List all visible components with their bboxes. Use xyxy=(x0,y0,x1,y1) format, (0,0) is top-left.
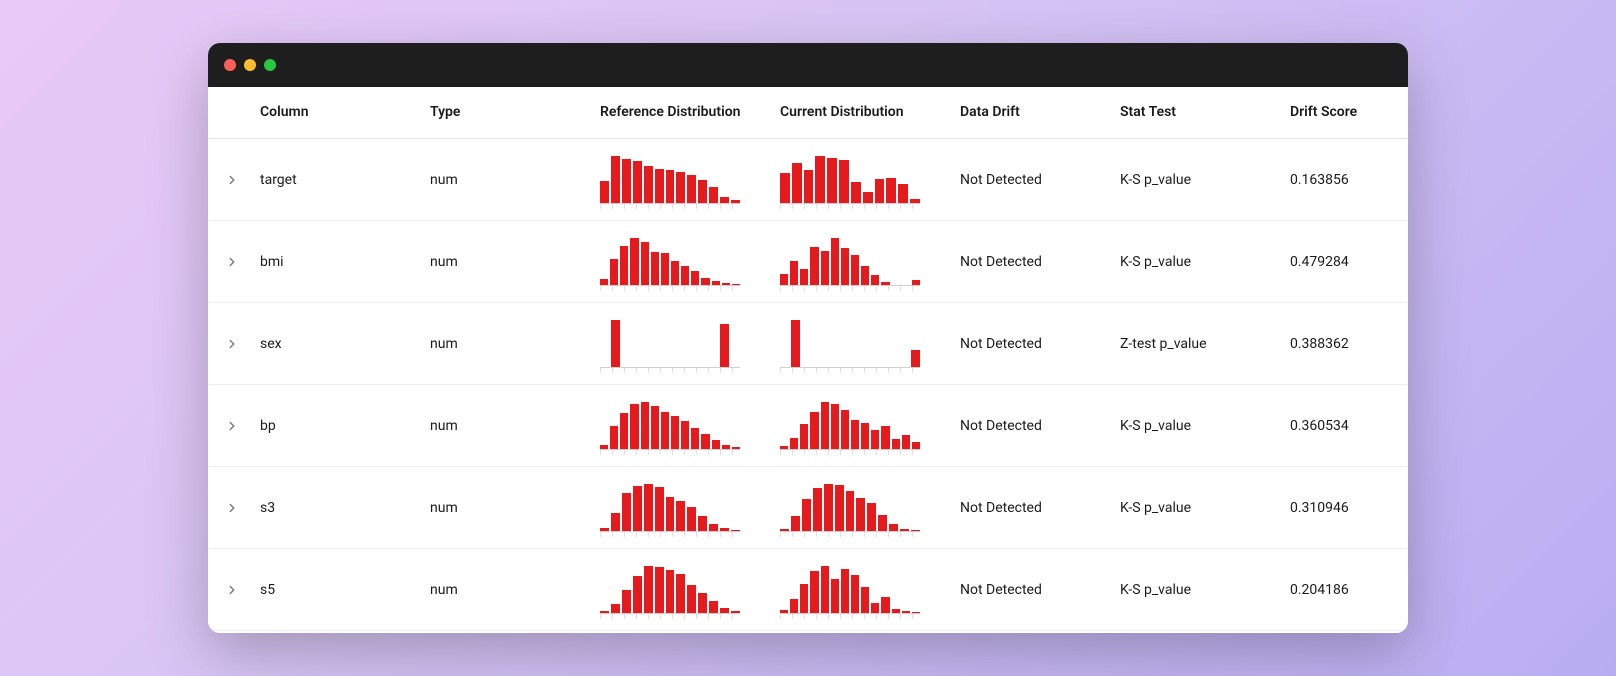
table-row: sexnum Not DetectedZ-test p_value0.388362 xyxy=(208,303,1408,385)
stat-test-name: K-S p_value xyxy=(1112,414,1282,438)
expand-row-button[interactable] xyxy=(212,415,252,437)
column-type: num xyxy=(422,496,592,520)
header-expand xyxy=(212,107,252,119)
drift-score-value: 0.479284 xyxy=(1282,250,1408,274)
current-distribution-cell xyxy=(772,316,952,372)
drift-score-value: 0.204186 xyxy=(1282,578,1408,602)
data-drift-status: Not Detected xyxy=(952,414,1112,438)
data-drift-status: Not Detected xyxy=(952,250,1112,274)
histogram-current xyxy=(780,320,920,368)
chevron-right-icon xyxy=(225,419,239,433)
header-data-drift: Data Drift xyxy=(952,98,1112,128)
column-name: bp xyxy=(252,414,422,438)
data-drift-status: Not Detected xyxy=(952,578,1112,602)
drift-score-value: 0.310946 xyxy=(1282,496,1408,520)
reference-distribution-cell xyxy=(592,316,772,372)
drift-score-value: 0.360534 xyxy=(1282,414,1408,438)
column-type: num xyxy=(422,168,592,192)
column-type: num xyxy=(422,578,592,602)
header-type: Type xyxy=(422,98,592,128)
table-row: bminum Not DetectedK-S p_value0.479284 xyxy=(208,221,1408,303)
chevron-right-icon xyxy=(225,337,239,351)
header-reference-distribution: Reference Distribution xyxy=(592,98,772,128)
expand-row-button[interactable] xyxy=(212,251,252,273)
column-name: s5 xyxy=(252,578,422,602)
histogram-reference xyxy=(600,320,740,368)
stat-test-name: K-S p_value xyxy=(1112,578,1282,602)
chevron-right-icon xyxy=(225,173,239,187)
table-row: targetnum Not DetectedK-S p_value0.163856 xyxy=(208,139,1408,221)
header-stat-test: Stat Test xyxy=(1112,98,1282,128)
expand-row-button[interactable] xyxy=(212,497,252,519)
histogram-reference xyxy=(600,238,740,286)
header-drift-score: Drift Score xyxy=(1282,98,1408,128)
drift-table-container: Column Type Reference Distribution Curre… xyxy=(208,87,1408,633)
data-drift-status: Not Detected xyxy=(952,332,1112,356)
header-current-distribution: Current Distribution xyxy=(772,98,952,128)
reference-distribution-cell xyxy=(592,562,772,618)
app-window: Column Type Reference Distribution Curre… xyxy=(208,43,1408,633)
column-type: num xyxy=(422,250,592,274)
current-distribution-cell xyxy=(772,152,952,208)
window-maximize-button[interactable] xyxy=(264,59,276,71)
chevron-right-icon xyxy=(225,501,239,515)
chevron-right-icon xyxy=(225,255,239,269)
window-close-button[interactable] xyxy=(224,59,236,71)
table-header-row: Column Type Reference Distribution Curre… xyxy=(208,87,1408,139)
stat-test-name: Z-test p_value xyxy=(1112,332,1282,356)
table-row: s3num Not DetectedK-S p_value0.310946 xyxy=(208,467,1408,549)
current-distribution-cell xyxy=(772,480,952,536)
data-drift-status: Not Detected xyxy=(952,168,1112,192)
histogram-reference xyxy=(600,484,740,532)
stat-test-name: K-S p_value xyxy=(1112,168,1282,192)
stat-test-name: K-S p_value xyxy=(1112,496,1282,520)
chevron-right-icon xyxy=(225,583,239,597)
column-type: num xyxy=(422,414,592,438)
header-column: Column xyxy=(252,98,422,128)
histogram-reference xyxy=(600,566,740,614)
window-minimize-button[interactable] xyxy=(244,59,256,71)
expand-row-button[interactable] xyxy=(212,169,252,191)
expand-row-button[interactable] xyxy=(212,579,252,601)
histogram-current xyxy=(780,566,920,614)
histogram-current xyxy=(780,238,920,286)
current-distribution-cell xyxy=(772,398,952,454)
column-name: bmi xyxy=(252,250,422,274)
histogram-reference xyxy=(600,156,740,204)
reference-distribution-cell xyxy=(592,480,772,536)
table-row: s5num Not DetectedK-S p_value0.204186 xyxy=(208,549,1408,631)
reference-distribution-cell xyxy=(592,398,772,454)
column-name: sex xyxy=(252,332,422,356)
window-titlebar xyxy=(208,43,1408,87)
drift-score-value: 0.163856 xyxy=(1282,168,1408,192)
reference-distribution-cell xyxy=(592,234,772,290)
column-name: s3 xyxy=(252,496,422,520)
expand-row-button[interactable] xyxy=(212,333,252,355)
table-row: bpnum Not DetectedK-S p_value0.360534 xyxy=(208,385,1408,467)
column-type: num xyxy=(422,332,592,356)
stat-test-name: K-S p_value xyxy=(1112,250,1282,274)
column-name: target xyxy=(252,168,422,192)
reference-distribution-cell xyxy=(592,152,772,208)
histogram-current xyxy=(780,156,920,204)
histogram-current xyxy=(780,484,920,532)
data-drift-status: Not Detected xyxy=(952,496,1112,520)
histogram-current xyxy=(780,402,920,450)
histogram-reference xyxy=(600,402,740,450)
drift-score-value: 0.388362 xyxy=(1282,332,1408,356)
current-distribution-cell xyxy=(772,234,952,290)
current-distribution-cell xyxy=(772,562,952,618)
